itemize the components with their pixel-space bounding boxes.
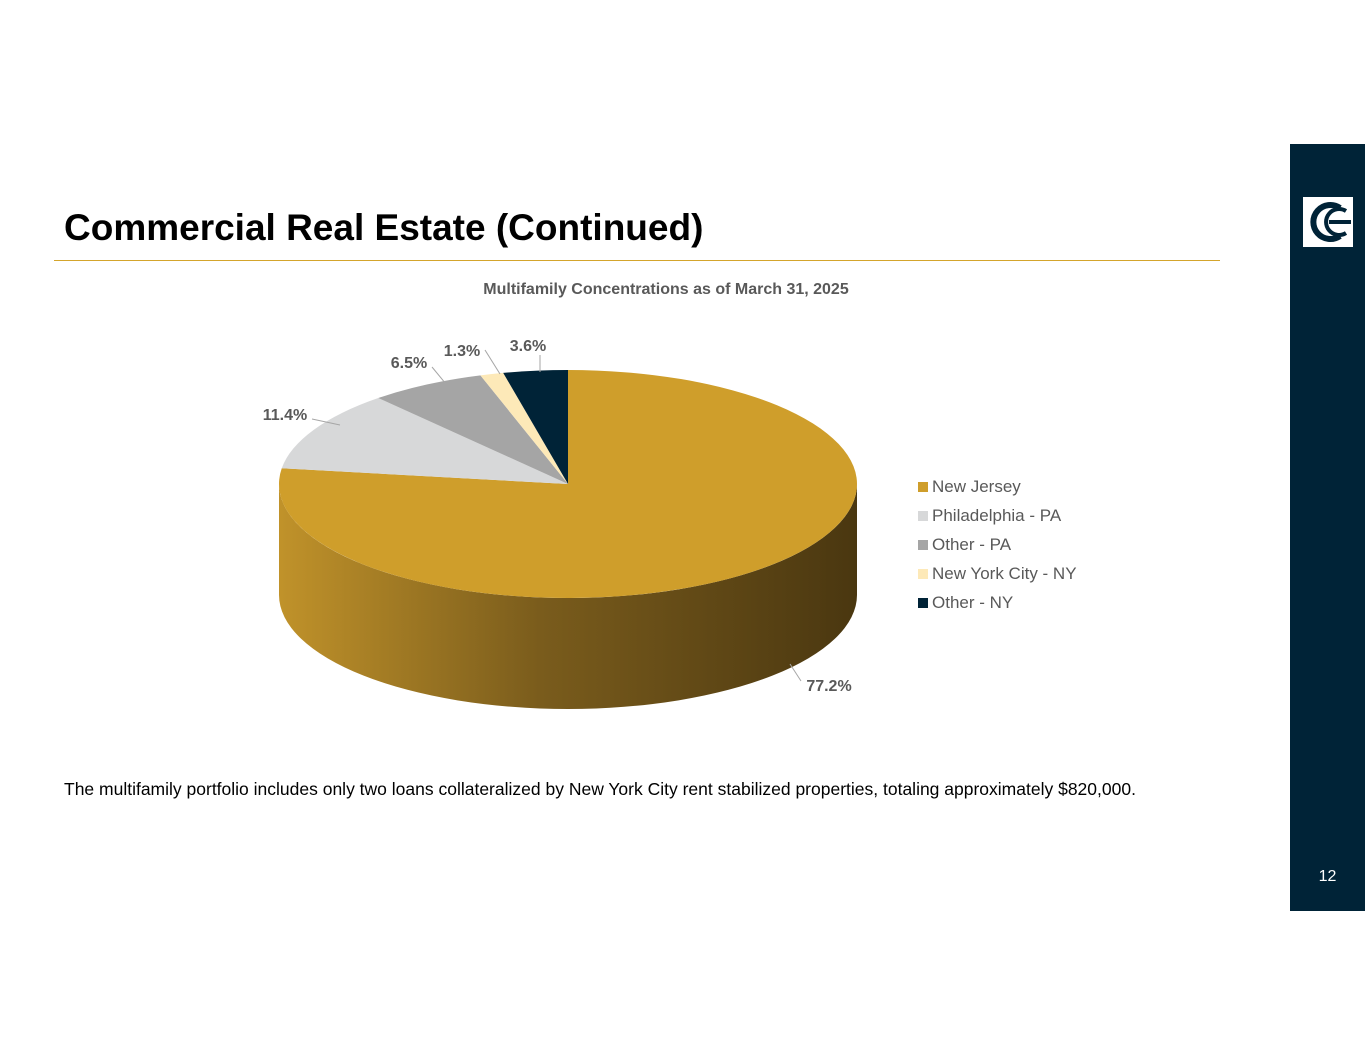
leader-line-philadelphia-pa [311, 418, 341, 426]
data-label-new-york-city-ny: 1.3% [444, 343, 480, 360]
chart-title: Multifamily Concentrations as of March 3… [483, 281, 849, 298]
page-title: Commercial Real Estate (Continued) [64, 207, 704, 248]
legend-swatch-new-york-city-ny [918, 569, 928, 579]
data-label-philadelphia-pa: 11.4% [263, 407, 307, 424]
pie-side-new-jersey [279, 484, 857, 709]
data-label-other-ny: 3.6% [510, 338, 546, 355]
legend-swatch-new-jersey [918, 482, 928, 492]
pie-slice-new-york-city-ny [480, 372, 568, 484]
leader-line-new-york-city-ny [484, 349, 501, 375]
body-text: The multifamily portfolio includes only … [64, 779, 1136, 799]
leader-line-new-jersey [789, 663, 802, 682]
page-number: 12 [1318, 868, 1337, 885]
legend-label-new-york-city-ny: New York City - NY [932, 564, 1077, 583]
data-label-new-jersey: 77.2% [806, 678, 851, 695]
leader-line-other-pa [431, 366, 447, 385]
company-logo [1303, 197, 1353, 247]
pie-slice-philadelphia-pa [281, 398, 568, 484]
legend-swatch-philadelphia-pa [918, 511, 928, 521]
pie-slice-other-pa [378, 375, 568, 484]
side-bar: 12 [1290, 144, 1365, 911]
pie-slice-other-ny [503, 370, 568, 484]
legend-label-other-ny: Other - NY [932, 593, 1013, 612]
data-label-other-pa: 6.5% [391, 355, 427, 372]
legend-swatch-other-ny [918, 598, 928, 608]
legend-label-philadelphia-pa: Philadelphia - PA [932, 506, 1062, 525]
title-divider [54, 260, 1220, 261]
legend-label-other-pa: Other - PA [932, 535, 1012, 554]
legend-label-new-jersey: New Jersey [932, 477, 1021, 496]
legend-swatch-other-pa [918, 540, 928, 550]
